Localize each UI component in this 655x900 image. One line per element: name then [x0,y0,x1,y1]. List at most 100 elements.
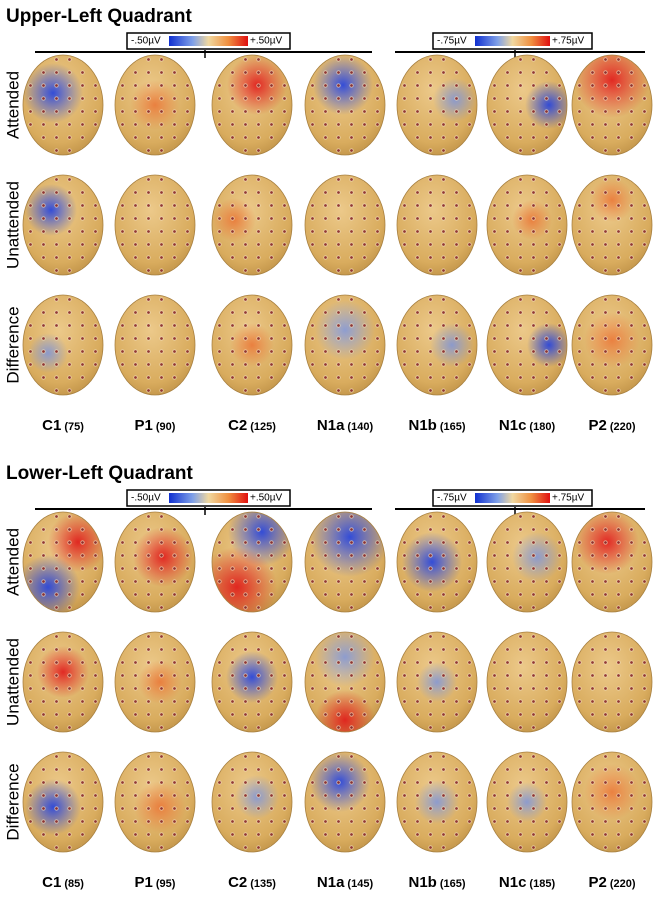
topo-map [211,511,293,613]
component-name: N1c [499,874,527,891]
head-outline [304,54,386,156]
head-outline [114,751,196,853]
head-outline [114,54,196,156]
electrodes [115,632,195,732]
head-outline [114,511,196,613]
topo-map [571,174,653,276]
electrodes [212,295,292,395]
component-name: P2 [588,874,606,891]
head-outline [211,511,293,613]
electrodes [212,55,292,155]
column-label: C2 (135) [228,874,276,891]
topo-map [211,631,293,733]
head-outline [396,511,478,613]
head-outline [486,54,568,156]
electrodes [305,512,385,612]
map-colors [305,512,385,612]
topo-map [22,174,104,276]
component-name: P2 [588,417,606,434]
electrodes [212,752,292,852]
head-outline [304,174,386,276]
row-label: Attended [3,528,22,596]
head-outline [22,54,104,156]
electrodes [212,632,292,732]
topo-map [304,294,386,396]
map-colors [572,55,652,155]
scale-max: +.50µV [250,493,283,504]
map-colors [487,512,567,612]
column-label: P1 (90) [135,417,176,434]
topo-map [22,751,104,853]
topo-map [486,631,568,733]
component-name: N1a [317,417,345,434]
component-name: P1 [135,417,153,434]
electrodes [212,175,292,275]
electrodes [305,752,385,852]
map-colors [572,752,652,852]
map-colors [305,752,385,852]
column-label: C1 (75) [42,417,84,434]
topo-map [114,751,196,853]
topo-map [22,294,104,396]
electrodes [23,512,103,612]
color-bar [169,493,248,503]
topo-map [571,294,653,396]
head-outline [486,294,568,396]
topo-map [22,511,104,613]
panel-title: Lower-Left Quadrant [6,463,194,484]
head-outline [211,174,293,276]
electrodes [397,55,477,155]
topo-map [396,511,478,613]
map-colors [23,175,103,275]
electrodes [572,55,652,155]
electrodes [487,55,567,155]
color-bar [475,36,550,46]
topo-map [486,751,568,853]
topo-map [396,631,478,733]
map-colors [572,512,652,612]
electrodes [115,295,195,395]
head-outline [304,294,386,396]
head-outline [396,631,478,733]
head-outline [571,294,653,396]
component-name: N1b [408,874,436,891]
electrodes [397,752,477,852]
component-name: N1b [408,417,436,434]
topo-map [114,174,196,276]
map-colors [23,752,103,852]
map-colors [487,55,567,155]
electrodes [305,632,385,732]
latency: (90) [156,421,176,433]
electrodes [23,632,103,732]
electrodes [572,512,652,612]
head-outline [304,511,386,613]
map-colors [115,512,195,612]
topo-map [304,511,386,613]
map-colors [397,55,477,155]
topo-map [396,174,478,276]
map-colors [487,752,567,852]
electrodes [572,632,652,732]
scale-min: -.50µV [131,36,161,47]
map-colors [305,632,385,732]
latency: (85) [64,878,84,890]
map-colors [115,175,195,275]
map-colors [23,512,103,612]
scale-max: +.50µV [250,36,283,47]
electrodes [572,752,652,852]
head-outline [22,174,104,276]
color-bar [169,36,248,46]
scale-min: -.75µV [437,36,467,47]
column-label: P2 (220) [588,417,635,434]
map-colors [305,175,385,275]
component-name: C1 [42,417,61,434]
electrodes [487,632,567,732]
electrodes [487,752,567,852]
electrodes [115,175,195,275]
map-colors [23,55,103,155]
electrodes [305,55,385,155]
latency: (95) [156,878,176,890]
topo-map [486,294,568,396]
head-outline [114,174,196,276]
head-outline [486,751,568,853]
